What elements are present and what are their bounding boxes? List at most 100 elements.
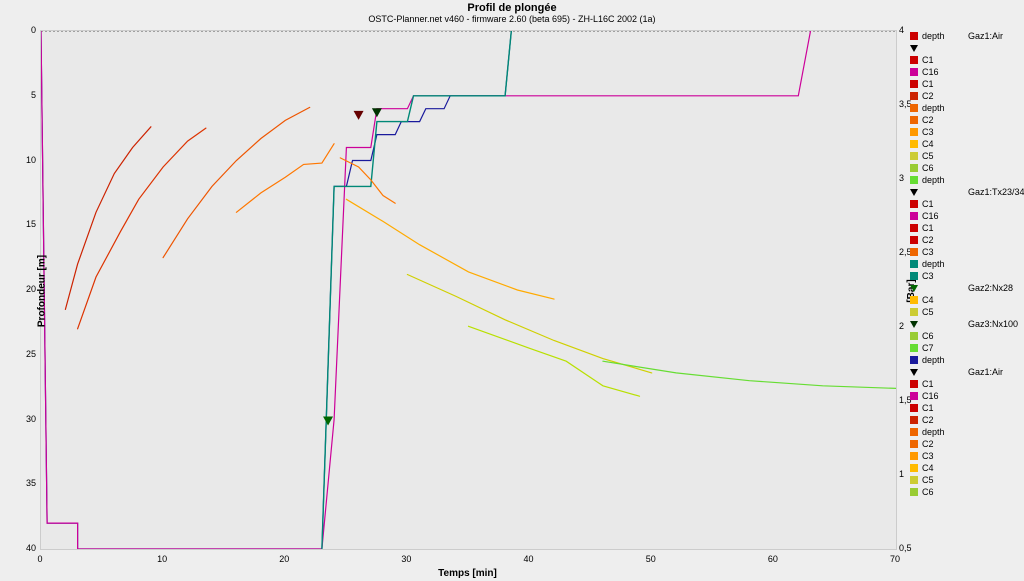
legend-item: C2 [910,234,1020,246]
legend-item: C3 [910,270,1020,282]
legend-swatch [910,440,918,448]
legend-item: depth [910,102,1020,114]
legend-label: C2 [922,234,934,246]
chart-subtitle: OSTC-Planner.net v460 - firmware 2.60 (b… [0,14,1024,24]
legend-label: depth [922,30,945,42]
legend-label: depth [922,426,945,438]
legend-item: C1 [910,402,1020,414]
legend-item [910,42,1020,54]
compartment-curve [340,158,395,203]
gas-label: Gaz2:Nx28 [968,282,1013,294]
legend-marker-icon [910,285,918,292]
legend-item: C7 [910,342,1020,354]
legend-item: C2 [910,90,1020,102]
legend-label: depth [922,174,945,186]
legend-swatch [910,92,918,100]
legend-item: depth [910,174,1020,186]
legend-label: C7 [922,342,934,354]
legend-label: C3 [922,270,934,282]
legend-swatch [910,308,918,316]
legend-swatch [910,212,918,220]
legend-label: C2 [922,414,934,426]
compartment-curve [407,275,651,373]
legend-label: C16 [922,210,939,222]
legend-swatch [910,80,918,88]
legend-swatch [910,152,918,160]
plot-area [40,30,897,550]
legend-item: C16 [910,210,1020,222]
legend-label: C1 [922,402,934,414]
legend-label: C16 [922,66,939,78]
legend-item: depth [910,354,1020,366]
x-tick: 60 [768,554,778,564]
legend-item: C16 [910,390,1020,402]
legend-item: C4 [910,294,1020,306]
gas-switch-marker [323,417,333,426]
x-tick: 40 [524,554,534,564]
legend-item: C16 [910,66,1020,78]
legend-label: depth [922,102,945,114]
y-tick: 20 [12,284,36,294]
legend-swatch [910,464,918,472]
legend-item: C5 [910,150,1020,162]
legend-swatch [910,392,918,400]
legend-label: C4 [922,462,934,474]
legend-swatch [910,224,918,232]
legend-swatch [910,404,918,412]
legend-swatch [910,428,918,436]
legend-item: C3 [910,450,1020,462]
legend-label: C5 [922,306,934,318]
legend-swatch [910,476,918,484]
x-tick: 50 [646,554,656,564]
legend-marker-icon [910,369,918,376]
legend-label: C3 [922,246,934,258]
x-tick: 20 [279,554,289,564]
legend-swatch [910,56,918,64]
legend-swatch [910,272,918,280]
legend-swatch [910,488,918,496]
compartment-curve [236,144,334,213]
legend-label: C4 [922,294,934,306]
legend-label: C5 [922,474,934,486]
legend-item: C1 [910,54,1020,66]
legend-swatch [910,104,918,112]
legend-label: C1 [922,54,934,66]
legend-item: depth [910,258,1020,270]
legend-item: C4 [910,462,1020,474]
legend-label: depth [922,354,945,366]
legend-item: C4 [910,138,1020,150]
legend-label: C2 [922,114,934,126]
x-axis-label: Temps [min] [40,568,895,579]
legend-swatch [910,380,918,388]
legend-swatch [910,332,918,340]
legend-item: C2 [910,438,1020,450]
legend-label: C1 [922,198,934,210]
plot-svg [41,31,896,549]
y-tick: 40 [12,543,36,553]
legend-item: C2 [910,414,1020,426]
legend-label: C1 [922,222,934,234]
x-tick: 0 [37,554,42,564]
x-tick: 70 [890,554,900,564]
legend-label: C2 [922,90,934,102]
legend-item [910,366,1020,378]
y-tick: 0 [12,25,36,35]
legend-item: C1 [910,222,1020,234]
legend-item: C6 [910,162,1020,174]
gas-label: Gaz1:Air [968,30,1003,42]
legend-swatch [910,164,918,172]
compartment-curve [346,199,554,299]
legend-label: C3 [922,126,934,138]
legend-label: C4 [922,138,934,150]
legend-swatch [910,32,918,40]
y-tick: 15 [12,219,36,229]
legend-swatch [910,248,918,256]
legend-item: depth [910,30,1020,42]
legend-marker-icon [910,189,918,196]
depth-series [322,31,511,549]
legend-swatch [910,260,918,268]
legend-marker-icon [910,321,918,328]
legend-label: C3 [922,450,934,462]
legend-swatch [910,128,918,136]
y-tick: 10 [12,155,36,165]
